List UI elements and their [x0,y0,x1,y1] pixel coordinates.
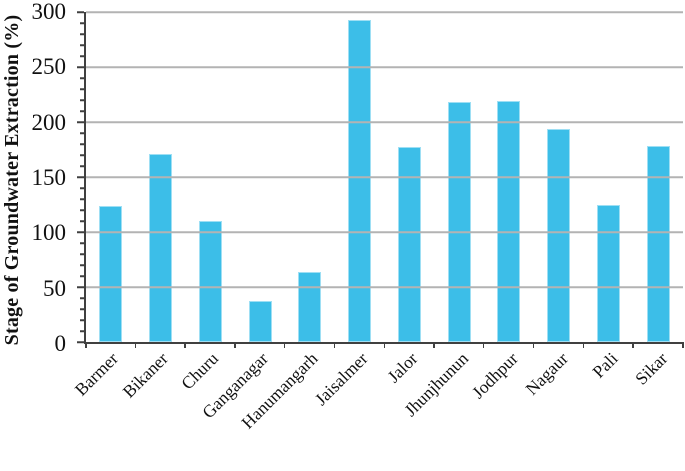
y-axis-tick [80,99,84,101]
bar-churu [198,221,222,342]
bar-slot-churu [186,12,236,342]
x-axis-tick [333,342,336,348]
y-axis-tick [77,341,84,343]
plot-area [77,11,684,348]
bar-slot-jaisalmer [335,12,385,342]
bar-jaisalmer [348,19,372,342]
y-axis-tick [77,11,84,13]
y-axis-tick [77,176,84,178]
x-axis-tick [682,342,684,348]
bar-slot-hanumangarh [285,12,335,342]
bar-slot-jalor [385,12,435,342]
y-axis-tick [80,44,84,46]
y-axis-tick [80,110,84,112]
bar-slot-nagaur [534,12,584,342]
y-axis-tick [80,308,84,310]
bar-bikaner [149,153,173,342]
x-axis-tick [85,342,87,348]
y-axis-tick [80,143,84,145]
y-axis-tick [80,88,84,90]
gridline-100 [86,231,683,233]
bar-nagaur [547,128,571,342]
gridline-200 [86,121,683,123]
x-axis-label-churu: Churu [177,348,223,394]
y-axis-tick [80,264,84,266]
x-axis-label-nagaur: Nagaur [521,348,572,399]
bar-slot-sikar [633,12,683,342]
gridline-250 [86,66,683,68]
y-axis-tick [80,242,84,244]
y-axis-tick-label: 50 [43,275,66,301]
bar-slot-barmer [86,12,136,342]
y-axis-tick [80,330,84,332]
y-axis-tick [80,220,84,222]
bars [86,12,683,342]
bar-jalor [397,147,421,342]
x-axis-tick [134,342,137,348]
y-axis-tick [80,33,84,35]
y-axis-tick-label: 100 [31,220,67,246]
x-axis-label-jalor: Jalor [383,348,422,387]
x-axis-label-barmer: Barmer [71,348,123,400]
y-axis-tick [80,198,84,200]
bar-slot-pali [584,12,634,342]
x-axis-tick [184,342,186,348]
bar-sikar [646,146,670,342]
x-axis-tick [582,342,584,348]
bar-jodhpur [497,101,521,342]
y-axis-tick-label: 300 [31,0,67,25]
y-axis-tick-label: 0 [54,331,67,357]
x-axis-tick [532,342,535,348]
y-axis-tick [80,253,84,255]
y-axis-tick-label: 200 [31,109,67,135]
y-axis-tick [80,77,84,79]
x-axis-tick [482,342,485,348]
y-axis-tick [77,231,84,233]
x-axis-tick [433,342,435,348]
bar-slot-jhunjhunun [434,12,484,342]
y-axis-tick [80,22,84,24]
gridline-150 [86,176,683,178]
x-axis-labels: Barmer Bikaner Churu Ganganagar Hanumangarh J… [71,348,683,471]
y-axis-tick-label: 250 [31,54,67,80]
bar-hanumangarh [298,271,322,342]
bar-ganganagar [248,301,272,342]
y-axis-tick [77,286,84,288]
x-axis-label-jodhpur: Jodhpur [467,348,522,403]
bar-slot-ganganagar [235,12,285,342]
x-axis-tick [383,342,385,348]
gridline-300 [86,11,683,13]
bar-barmer [99,205,123,342]
gridline-50 [86,286,683,288]
bar-slot-jodhpur [484,12,534,342]
y-axis-tick [80,297,84,299]
y-axis-labels: 0 50 100 150 200 250 300 [0,0,76,355]
y-axis-tick-label: 150 [31,165,67,191]
y-axis-tick [80,209,84,211]
x-axis-label-sikar: Sikar [631,348,672,389]
bar-jhunjhunun [447,102,471,342]
y-axis-tick [80,275,84,277]
x-axis-label-pali: Pali [588,348,622,382]
x-axis-tick [632,342,634,348]
y-axis-tick [80,154,84,156]
x-axis-label-jaisalmer: Jaisalmer [311,348,372,410]
y-axis-tick [77,121,84,123]
y-axis-tick [80,55,84,57]
y-axis-tick [80,165,84,167]
x-axis-tick [283,342,286,348]
x-axis-label-bikaner: Bikaner [118,348,173,402]
y-axis-tick [80,132,84,134]
bar-slot-bikaner [136,12,186,342]
y-axis-tick [80,319,84,321]
x-axis-tick [234,342,236,348]
y-axis-tick [77,66,84,68]
bar-pali [596,204,620,342]
y-axis-tick [80,187,84,189]
